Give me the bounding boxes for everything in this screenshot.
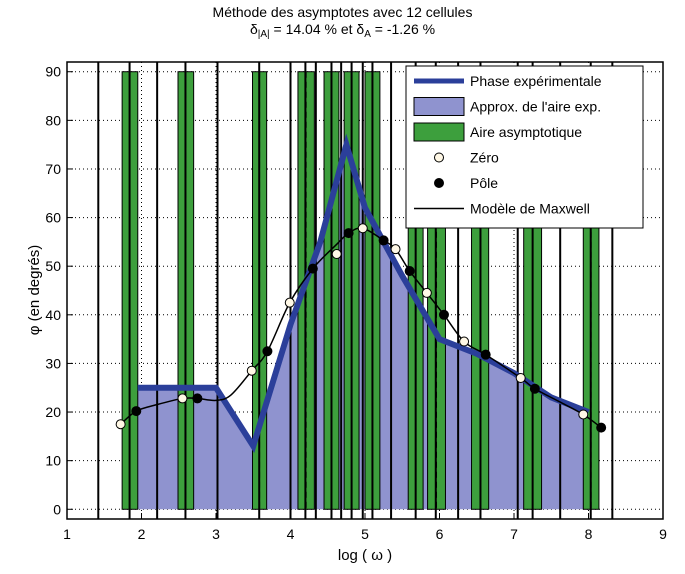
zero-marker bbox=[332, 250, 341, 259]
x-tick-label: 9 bbox=[659, 526, 667, 542]
pole-marker bbox=[439, 310, 448, 319]
legend-swatch-zero bbox=[435, 153, 444, 162]
y-tick-label: 10 bbox=[45, 453, 61, 469]
y-tick-label: 70 bbox=[45, 161, 61, 177]
y-tick-label: 60 bbox=[45, 210, 61, 226]
pole-marker bbox=[405, 267, 414, 276]
zero-marker bbox=[116, 420, 125, 429]
zero-marker bbox=[579, 410, 588, 419]
x-tick-label: 8 bbox=[585, 526, 593, 542]
x-tick-label: 1 bbox=[63, 526, 71, 542]
zero-marker bbox=[516, 374, 525, 383]
y-tick-label: 90 bbox=[45, 64, 61, 80]
pole-marker bbox=[193, 394, 202, 403]
pole-marker bbox=[481, 350, 490, 359]
zero-marker bbox=[178, 394, 187, 403]
legend-swatch-pole bbox=[435, 179, 444, 188]
x-tick-label: 3 bbox=[212, 526, 220, 542]
legend-entry-label: Modèle de Maxwell bbox=[470, 201, 590, 217]
zero-marker bbox=[285, 298, 294, 307]
x-axis-label: log ( ω ) bbox=[338, 547, 392, 564]
pole-marker bbox=[308, 264, 317, 273]
x-tick-label: 6 bbox=[436, 526, 444, 542]
zero-marker bbox=[391, 245, 400, 254]
pole-marker bbox=[530, 384, 539, 393]
legend-swatch-approx bbox=[414, 98, 464, 116]
pole-marker bbox=[597, 423, 606, 432]
zero-marker bbox=[460, 337, 469, 346]
zero-marker bbox=[358, 224, 367, 233]
legend-entry-label: Aire asymptotique bbox=[470, 124, 582, 140]
y-tick-label: 20 bbox=[45, 404, 61, 420]
x-tick-label: 4 bbox=[287, 526, 295, 542]
y-tick-label: 30 bbox=[45, 355, 61, 371]
zero-marker bbox=[247, 366, 256, 375]
legend-entry-label: Phase expérimentale bbox=[470, 73, 602, 89]
pole-marker bbox=[344, 229, 353, 238]
x-tick-label: 7 bbox=[510, 526, 518, 542]
y-tick-label: 50 bbox=[45, 258, 61, 274]
y-axis-label: φ (en degrés) bbox=[26, 245, 43, 336]
y-tick-label: 0 bbox=[53, 501, 61, 517]
legend-entry-label: Zéro bbox=[470, 150, 499, 166]
x-tick-label: 2 bbox=[138, 526, 146, 542]
legend: Phase expérimentale Approx. de l'aire exp… bbox=[406, 66, 643, 228]
x-tick-label: 5 bbox=[361, 526, 369, 542]
pole-marker bbox=[132, 407, 141, 416]
legend-entry-label: Pôle bbox=[470, 175, 498, 191]
pole-marker bbox=[379, 236, 388, 245]
zero-marker bbox=[422, 288, 431, 297]
pole-marker bbox=[263, 347, 272, 356]
y-tick-label: 40 bbox=[45, 307, 61, 323]
legend-entry-label: Approx. de l'aire exp. bbox=[470, 99, 601, 115]
legend-swatch-asym bbox=[414, 123, 464, 141]
y-tick-label: 80 bbox=[45, 112, 61, 128]
